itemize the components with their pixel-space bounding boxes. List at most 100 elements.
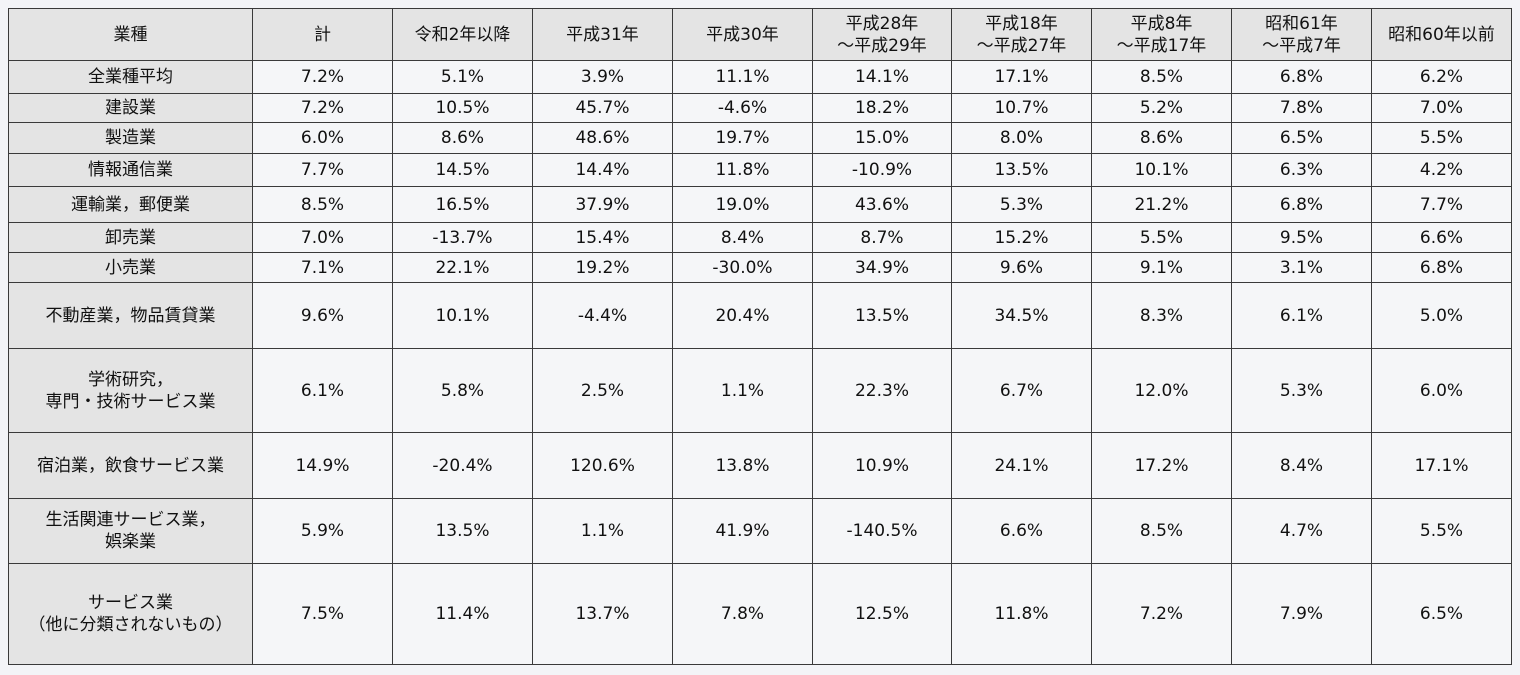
value-cell: -20.4% bbox=[392, 432, 533, 499]
value-cell: 15.0% bbox=[812, 122, 952, 154]
value-cell: 6.5% bbox=[1371, 563, 1512, 665]
value-cell: 5.1% bbox=[392, 60, 533, 94]
value-cell: 7.2% bbox=[252, 60, 393, 94]
row-label: 学術研究， 専門・技術サービス業 bbox=[8, 348, 253, 433]
value-cell: 17.1% bbox=[1371, 432, 1512, 499]
value-cell: 5.0% bbox=[1371, 282, 1512, 349]
value-cell: 13.8% bbox=[672, 432, 813, 499]
value-cell: 15.4% bbox=[532, 222, 673, 253]
value-cell: 41.9% bbox=[672, 498, 813, 564]
value-cell: -10.9% bbox=[812, 153, 952, 187]
value-cell: 3.1% bbox=[1231, 252, 1372, 283]
value-cell: 37.9% bbox=[532, 186, 673, 223]
value-cell: -30.0% bbox=[672, 252, 813, 283]
data-table: 業種計令和2年以降 平成31年 平成30年 平成28年 ～平成29年 平成18年 ～平成… bbox=[8, 8, 1512, 665]
value-cell: 24.1% bbox=[951, 432, 1092, 499]
header-cell: 平成31年 bbox=[532, 8, 673, 61]
table-row: 小売業 7.1% 22.1% 19.2% -30.0% 34.9% 9.6% 9.1% 3.1%… bbox=[8, 252, 1512, 283]
value-cell: 4.2% bbox=[1371, 153, 1512, 187]
value-cell: 19.2% bbox=[532, 252, 673, 283]
value-cell: 20.4% bbox=[672, 282, 813, 349]
table-row: 建設業 7.2% 10.5% 45.7% -4.6% 18.2% 10.7% 5.2% 7.8%… bbox=[8, 93, 1512, 123]
header-cell: 令和2年以降 bbox=[392, 8, 533, 61]
value-cell: 11.8% bbox=[951, 563, 1092, 665]
value-cell: 14.9% bbox=[252, 432, 393, 499]
row-label: 運輸業，郵便業 bbox=[8, 186, 253, 223]
row-label: 宿泊業，飲食サービス業 bbox=[8, 432, 253, 499]
value-cell: 12.0% bbox=[1091, 348, 1232, 433]
table-row: 宿泊業，飲食サービス業 14.9% -20.4% 120.6% 13.8% 10.9% 24… bbox=[8, 432, 1512, 499]
header-cell: 業種 bbox=[8, 8, 253, 61]
table-row: 製造業 6.0% 8.6% 48.6% 19.7% 15.0% 8.0% 8.6% 6.5% 5.… bbox=[8, 122, 1512, 154]
value-cell: -13.7% bbox=[392, 222, 533, 253]
value-cell: 8.3% bbox=[1091, 282, 1232, 349]
value-cell: 8.6% bbox=[1091, 122, 1232, 154]
value-cell: 9.6% bbox=[252, 282, 393, 349]
value-cell: 6.1% bbox=[252, 348, 393, 433]
row-label: 卸売業 bbox=[8, 222, 253, 253]
value-cell: 7.1% bbox=[252, 252, 393, 283]
value-cell: 48.6% bbox=[532, 122, 673, 154]
row-label: 不動産業，物品賃貸業 bbox=[8, 282, 253, 349]
value-cell: 6.0% bbox=[1371, 348, 1512, 433]
value-cell: 13.5% bbox=[951, 153, 1092, 187]
value-cell: 7.8% bbox=[672, 563, 813, 665]
row-label: 全業種平均 bbox=[8, 60, 253, 94]
value-cell: 7.0% bbox=[1371, 93, 1512, 123]
value-cell: -4.6% bbox=[672, 93, 813, 123]
value-cell: 22.3% bbox=[812, 348, 952, 433]
header-cell: 平成30年 bbox=[672, 8, 813, 61]
value-cell: 7.2% bbox=[252, 93, 393, 123]
value-cell: 11.1% bbox=[672, 60, 813, 94]
value-cell: 6.0% bbox=[252, 122, 393, 154]
value-cell: 6.8% bbox=[1231, 186, 1372, 223]
value-cell: 9.5% bbox=[1231, 222, 1372, 253]
value-cell: 6.8% bbox=[1231, 60, 1372, 94]
value-cell: 10.1% bbox=[1091, 153, 1232, 187]
value-cell: 5.8% bbox=[392, 348, 533, 433]
value-cell: 120.6% bbox=[532, 432, 673, 499]
table-row: 運輸業，郵便業 8.5% 16.5% 37.9% 19.0% 43.6% 5.3% 21.2%… bbox=[8, 186, 1512, 223]
value-cell: 6.8% bbox=[1371, 252, 1512, 283]
value-cell: 14.5% bbox=[392, 153, 533, 187]
value-cell: -4.4% bbox=[532, 282, 673, 349]
value-cell: 11.8% bbox=[672, 153, 813, 187]
value-cell: 9.6% bbox=[951, 252, 1092, 283]
value-cell: 8.5% bbox=[252, 186, 393, 223]
value-cell: 17.1% bbox=[951, 60, 1092, 94]
value-cell: 17.2% bbox=[1091, 432, 1232, 499]
value-cell: 9.1% bbox=[1091, 252, 1232, 283]
table-row: 不動産業，物品賃貸業 9.6% 10.1% -4.4% 20.4% 13.5% 34.5% 8… bbox=[8, 282, 1512, 349]
value-cell: 5.9% bbox=[252, 498, 393, 564]
row-label: 小売業 bbox=[8, 252, 253, 283]
value-cell: 8.4% bbox=[672, 222, 813, 253]
value-cell: 7.8% bbox=[1231, 93, 1372, 123]
value-cell: 13.5% bbox=[812, 282, 952, 349]
value-cell: 18.2% bbox=[812, 93, 952, 123]
value-cell: 5.5% bbox=[1371, 122, 1512, 154]
value-cell: -140.5% bbox=[812, 498, 952, 564]
table-row: 全業種平均 7.2% 5.1% 3.9% 11.1% 14.1% 17.1% 8.5% 6.8%… bbox=[8, 60, 1512, 94]
header-cell: 平成28年 ～平成29年 bbox=[812, 8, 952, 61]
row-label: 製造業 bbox=[8, 122, 253, 154]
value-cell: 8.5% bbox=[1091, 498, 1232, 564]
table-row: 学術研究， 専門・技術サービス業 6.1% 5.8% 2.5% 1.1% 22.3% 6.7… bbox=[8, 348, 1512, 433]
value-cell: 8.0% bbox=[951, 122, 1092, 154]
value-cell: 7.2% bbox=[1091, 563, 1232, 665]
value-cell: 19.0% bbox=[672, 186, 813, 223]
header-cell: 平成8年 ～平成17年 bbox=[1091, 8, 1232, 61]
value-cell: 6.6% bbox=[1371, 222, 1512, 253]
row-label: 生活関連サービス業， 娯楽業 bbox=[8, 498, 253, 564]
value-cell: 13.5% bbox=[392, 498, 533, 564]
row-label: 建設業 bbox=[8, 93, 253, 123]
header-cell: 平成18年 ～平成27年 bbox=[951, 8, 1092, 61]
value-cell: 45.7% bbox=[532, 93, 673, 123]
value-cell: 7.5% bbox=[252, 563, 393, 665]
value-cell: 6.3% bbox=[1231, 153, 1372, 187]
value-cell: 4.7% bbox=[1231, 498, 1372, 564]
row-label: 情報通信業 bbox=[8, 153, 253, 187]
table-row: 生活関連サービス業， 娯楽業 5.9% 13.5% 1.1% 41.9% -140.5% 6… bbox=[8, 498, 1512, 564]
value-cell: 8.7% bbox=[812, 222, 952, 253]
value-cell: 34.9% bbox=[812, 252, 952, 283]
